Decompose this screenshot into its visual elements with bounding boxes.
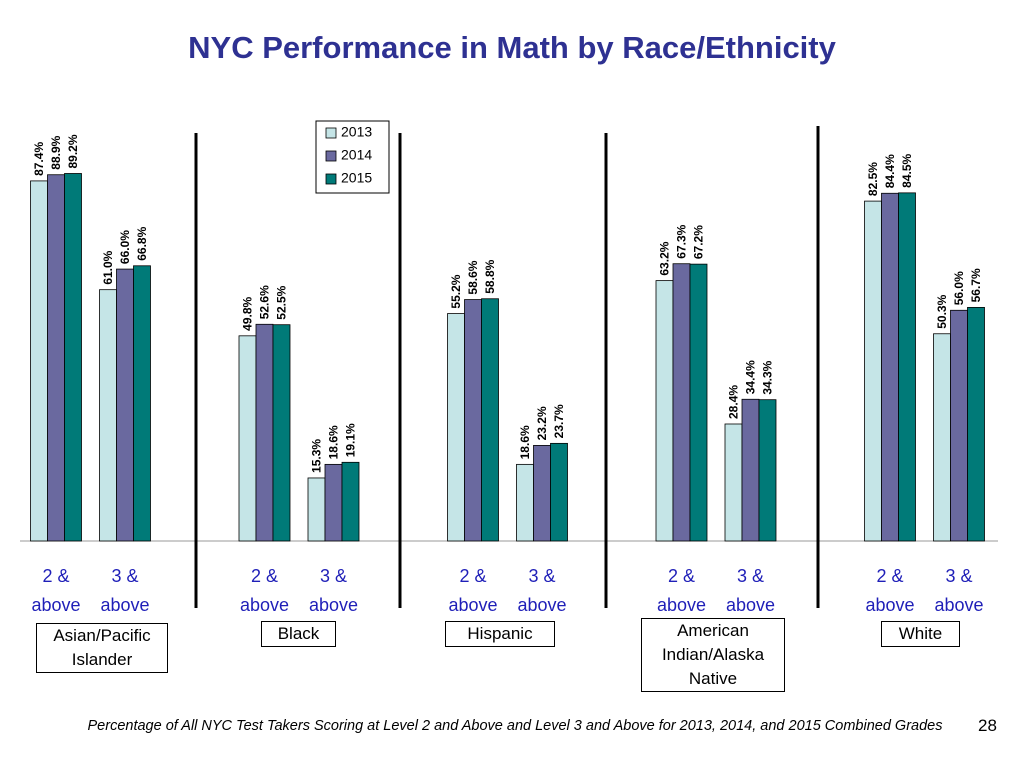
- bar: [341, 461, 360, 542]
- value-label: 84.4%: [883, 154, 897, 188]
- value-label: 84.5%: [900, 154, 914, 188]
- bar: [64, 173, 82, 542]
- value-label: 52.5%: [275, 285, 289, 319]
- value-label: 82.5%: [866, 162, 880, 196]
- value-label: 56.0%: [952, 271, 966, 305]
- bar: [724, 423, 743, 542]
- value-label: 18.6%: [518, 425, 532, 459]
- bar: [324, 463, 343, 542]
- bar: [864, 200, 882, 542]
- group-label: Hispanic: [445, 621, 555, 647]
- bar: [133, 265, 151, 542]
- bar: [47, 174, 65, 542]
- value-label: 23.7%: [552, 404, 566, 438]
- bar: [881, 192, 899, 542]
- bar: [238, 335, 257, 542]
- bar: [655, 280, 674, 542]
- x-tick-label: 2 & above: [656, 566, 707, 615]
- bar: [116, 268, 134, 542]
- x-tick-label: 3 & above: [517, 566, 567, 615]
- bar: [550, 442, 568, 542]
- x-tick-label: 2 & above: [239, 566, 290, 615]
- value-label: 67.3%: [675, 224, 689, 258]
- value-label: 66.8%: [135, 226, 149, 260]
- bar: [307, 477, 326, 542]
- bar: [447, 313, 465, 542]
- value-label: 34.3%: [761, 360, 775, 394]
- x-tick-label: 2 & above: [448, 566, 498, 615]
- legend-label: 2015: [341, 170, 372, 186]
- value-label: 63.2%: [658, 241, 672, 275]
- value-label: 89.2%: [66, 134, 80, 168]
- value-label: 28.4%: [727, 385, 741, 419]
- legend-swatch: [325, 173, 337, 185]
- bar: [758, 399, 777, 542]
- value-label: 15.3%: [310, 439, 324, 473]
- bar: [272, 324, 291, 542]
- x-tick-label: 3 & above: [308, 566, 359, 615]
- value-label: 58.6%: [466, 260, 480, 294]
- value-label: 18.6%: [327, 425, 341, 459]
- value-label: 87.4%: [32, 142, 46, 176]
- x-tick-label: 3 & above: [100, 566, 150, 615]
- group-label: White: [881, 621, 960, 647]
- bar: [967, 306, 985, 542]
- legend-swatch: [325, 150, 337, 162]
- bar: [741, 398, 760, 542]
- value-label: 67.2%: [692, 225, 706, 259]
- bar: [255, 323, 274, 542]
- bar: [516, 463, 534, 542]
- value-label: 23.2%: [535, 406, 549, 440]
- bar: [950, 309, 968, 542]
- legend-swatch: [325, 127, 337, 139]
- value-label: 49.8%: [241, 296, 255, 330]
- value-label: 19.1%: [344, 423, 358, 457]
- group-label: Asian/Pacific Islander: [36, 623, 168, 673]
- bar: [30, 180, 48, 542]
- group-label: American Indian/Alaska Native: [641, 618, 785, 692]
- value-label: 61.0%: [101, 250, 115, 284]
- legend-label: 2013: [341, 124, 372, 140]
- x-tick-label: 3 & above: [725, 566, 776, 615]
- value-label: 56.7%: [969, 268, 983, 302]
- value-label: 55.2%: [449, 274, 463, 308]
- x-tick-label: 2 & above: [865, 566, 915, 615]
- bar: [933, 333, 951, 542]
- value-label: 66.0%: [118, 230, 132, 264]
- chart-title: NYC Performance in Math by Race/Ethnicit…: [188, 30, 836, 65]
- bar: [898, 192, 916, 542]
- value-label: 88.9%: [49, 135, 63, 169]
- footnote: Percentage of All NYC Test Takers Scorin…: [87, 718, 943, 734]
- bar: [689, 263, 708, 542]
- legend-label: 2014: [341, 147, 372, 163]
- bar: [481, 298, 499, 542]
- value-label: 50.3%: [935, 294, 949, 328]
- x-tick-label: 2 & above: [31, 566, 81, 615]
- value-label: 58.8%: [483, 259, 497, 293]
- group-label: Black: [261, 621, 336, 647]
- x-tick-label: 3 & above: [934, 566, 984, 615]
- bar: [533, 445, 551, 542]
- page-number: 28: [978, 716, 997, 735]
- value-label: 52.6%: [258, 285, 272, 319]
- value-label: 34.4%: [744, 360, 758, 394]
- bar: [464, 299, 482, 542]
- bar: [99, 289, 117, 542]
- bar: [672, 263, 691, 542]
